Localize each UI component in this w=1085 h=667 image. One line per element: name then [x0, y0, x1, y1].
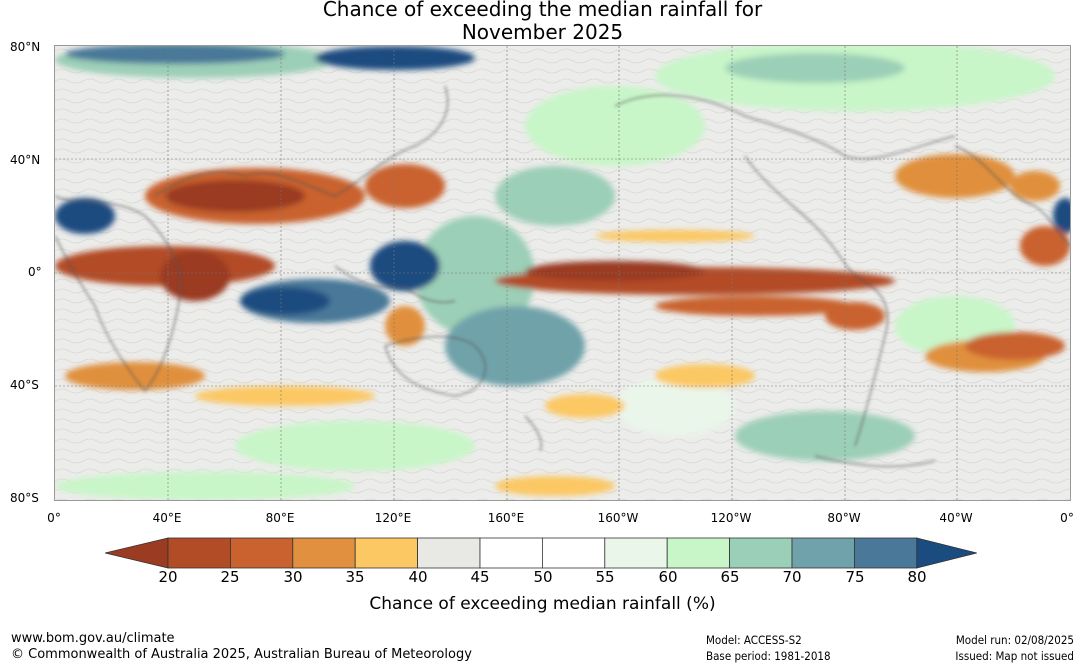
coastlines: [55, 85, 1070, 467]
colorbar-segment: [666, 537, 731, 569]
colorbar-tick: 70: [782, 568, 802, 586]
lon-label-120e: 120°E: [374, 511, 412, 525]
colorbar-tick: 25: [220, 568, 240, 586]
colorbar-tick: 35: [345, 568, 365, 586]
lon-label-0-east: 0°: [1060, 511, 1074, 525]
lat-label-equator: 0°: [28, 265, 42, 279]
probability-shading: [55, 46, 1070, 500]
colorbar-segment: [541, 537, 606, 569]
map-title-line2: November 2025: [461, 20, 624, 44]
colorbar-tick: 45: [470, 568, 490, 586]
footer-base-period: Base period: 1981-2018: [706, 649, 831, 663]
colorbar-segment: [417, 537, 481, 569]
colorbar-segment: [354, 537, 418, 569]
footer-copyright: © Commonwealth of Australia 2025, Austra…: [11, 647, 472, 662]
lon-label-0: 0°: [47, 511, 61, 525]
colorbar-extend-low: [105, 537, 169, 569]
lon-label-40w: 40°W: [939, 511, 973, 525]
colorbar-segment: [479, 537, 543, 569]
colorbar-segment: [729, 537, 793, 569]
footer-model: Model: ACCESS-S2: [706, 633, 802, 647]
lon-label-40e: 40°E: [152, 511, 182, 525]
colorbar-tick: 30: [283, 568, 303, 586]
graticule: [55, 46, 1070, 500]
footer-issued: Issued: Map not issued: [955, 649, 1074, 663]
colorbar-segment: [791, 537, 855, 569]
colorbar-tick: 75: [845, 568, 865, 586]
lon-label-160e: 160°E: [487, 511, 525, 525]
colorbar-segment: [854, 537, 918, 569]
colorbar-tick: 60: [658, 568, 678, 586]
lon-label-160w: 160°W: [597, 511, 639, 525]
footer-model-run: Model run: 02/08/2025: [955, 633, 1074, 647]
colorbar-tick: 50: [533, 568, 553, 586]
lat-label-40n: 40°N: [10, 153, 41, 167]
lon-label-120w: 120°W: [710, 511, 752, 525]
lon-label-80e: 80°E: [265, 511, 295, 525]
lat-label-40s: 40°S: [10, 378, 39, 392]
colorbar: [105, 537, 977, 569]
footer-url: www.bom.gov.au/climate: [11, 631, 175, 646]
lat-label-80n: 80°N: [10, 40, 41, 54]
lat-label-80s: 80°S: [10, 491, 39, 505]
colorbar-segment: [604, 537, 668, 569]
colorbar-segment: [167, 537, 231, 569]
colorbar-tick: 65: [720, 568, 740, 586]
colorbar-label: Chance of exceeding median rainfall (%): [369, 594, 716, 614]
colorbar-extend-high: [916, 537, 977, 569]
rainfall-probability-map: [54, 45, 1071, 501]
lon-label-80w: 80°W: [827, 511, 861, 525]
map-title-line1: Chance of exceeding the median rainfall …: [322, 0, 763, 21]
colorbar-tick: 55: [595, 568, 615, 586]
colorbar-tick: 40: [408, 568, 428, 586]
colorbar-segment: [230, 537, 294, 569]
colorbar-segment: [292, 537, 356, 569]
colorbar-tick: 80: [907, 568, 927, 586]
colorbar-tick: 20: [158, 568, 178, 586]
